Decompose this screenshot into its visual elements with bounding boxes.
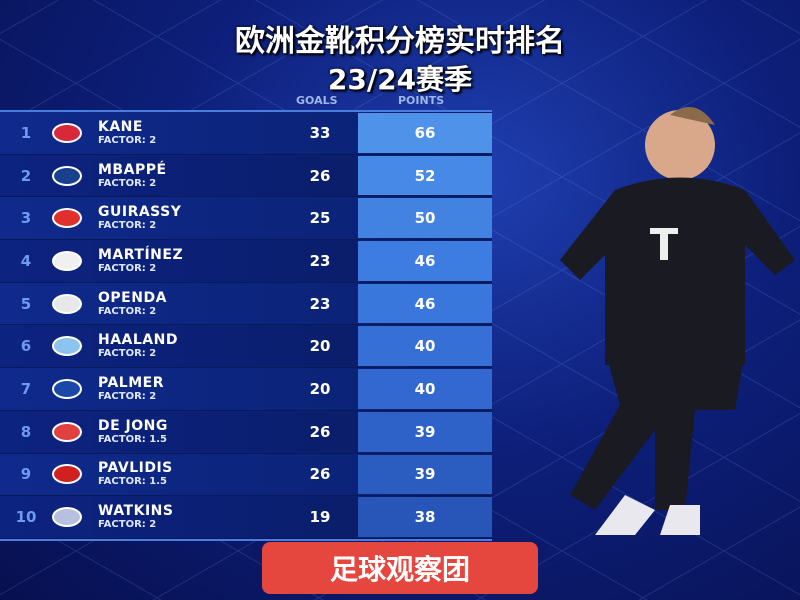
rank: 6 [20,337,32,356]
player-name: PALMER [98,374,165,391]
goals-value: 26 [309,166,331,185]
rank: 4 [20,251,32,270]
player-factor: FACTOR: 2 [98,177,157,189]
rank: 5 [20,294,32,313]
points-value: 46 [358,241,492,281]
rank: 3 [20,209,32,228]
table-row: 4 MARTÍNEZ FACTOR: 2 23 46 [0,240,492,283]
points-value: 52 [358,155,492,196]
player-info: PALMER FACTOR: 2 [98,374,165,402]
player-info: WATKINS FACTOR: 2 [98,503,174,531]
goals-value: 33 [309,123,331,142]
goals-value: 26 [309,465,331,484]
player-name: MARTÍNEZ [98,246,184,263]
player-name: MBAPPÉ [98,161,167,178]
player-name: KANE [98,118,143,135]
points-value: 66 [358,113,492,153]
points-value: 50 [358,198,492,239]
player-name: HAALAND [98,332,178,349]
player-info: KANE FACTOR: 2 [98,118,157,146]
chelsea-logo-icon [52,378,82,399]
table-row: 1 KANE FACTOR: 2 33 66 [0,112,492,155]
rank: 9 [20,465,32,484]
rank: 1 [20,123,32,142]
table-row: 7 PALMER FACTOR: 2 20 40 [0,368,492,411]
table-row: 10 WATKINS FACTOR: 2 19 38 [0,496,492,539]
player-factor: FACTOR: 2 [98,134,157,146]
player-info: GUIRASSY FACTOR: 2 [98,204,182,232]
goals-column-header: GOALS [296,94,338,107]
player-info: OPENDA FACTOR: 2 [98,289,167,317]
season-subtitle: 23/24赛季 [327,63,473,96]
leipzig-logo-icon [52,293,82,314]
player-name: OPENDA [98,289,167,306]
player-info: DE JONG FACTOR: 1.5 [98,417,168,445]
rank: 2 [20,166,32,185]
points-value: 46 [358,283,492,324]
player-factor: FACTOR: 2 [98,262,157,274]
player-image [560,107,795,535]
goals-value: 19 [309,508,331,527]
goals-value: 25 [309,209,331,228]
goals-value: 23 [309,294,331,313]
rank: 10 [15,508,37,527]
player-factor: FACTOR: 1.5 [98,433,167,445]
table-row: 6 HAALAND FACTOR: 2 20 40 [0,325,492,369]
ranking-table: 1 KANE FACTOR: 2 33 66 2 MBAPPÉ FACTOR: 2… [0,110,492,541]
player-info: MARTÍNEZ FACTOR: 2 [98,246,184,274]
player-factor: FACTOR: 2 [98,390,157,402]
player-name: DE JONG [98,417,168,434]
inter-logo-icon [52,250,82,271]
goals-value: 20 [309,379,331,398]
goals-value: 20 [309,337,331,356]
brand-watermark: 足球观察团 [262,542,538,594]
points-value: 40 [358,326,492,367]
man-city-logo-icon [52,336,82,357]
points-column-header: POINTS [398,94,445,107]
page-title: 欧洲金靴积分榜实时排名 [235,24,565,59]
player-info: PAVLIDIS FACTOR: 1.5 [98,460,173,488]
az-logo-icon [52,464,82,485]
player-factor: FACTOR: 2 [98,220,157,232]
stuttgart-logo-icon [52,208,82,229]
player-name: PAVLIDIS [98,460,173,477]
rank: 8 [20,422,32,441]
brand-label: 足球观察团 [329,553,470,586]
player-factor: FACTOR: 1.5 [98,476,167,488]
psg-logo-icon [52,165,82,186]
player-name: WATKINS [98,503,174,520]
table-row: 2 MBAPPÉ FACTOR: 2 26 52 [0,154,492,198]
points-value: 39 [358,411,492,452]
player-info: MBAPPÉ FACTOR: 2 [98,161,167,189]
table-row: 5 OPENDA FACTOR: 2 23 46 [0,282,492,326]
table-row: 3 GUIRASSY FACTOR: 2 25 50 [0,197,492,241]
player-info: HAALAND FACTOR: 2 [98,332,178,360]
goals-value: 26 [309,422,331,441]
points-value: 39 [358,454,492,495]
player-factor: FACTOR: 2 [98,519,157,531]
points-value: 38 [358,497,492,537]
bayern-logo-icon [52,122,82,143]
player-factor: FACTOR: 2 [98,348,157,360]
psv-logo-icon [52,421,82,442]
player-name: GUIRASSY [98,204,182,221]
points-value: 40 [358,369,492,409]
table-row: 8 DE JONG FACTOR: 1.5 26 39 [0,410,492,454]
table-row: 9 PAVLIDIS FACTOR: 1.5 26 39 [0,453,492,497]
aston-villa-logo-icon [52,507,82,528]
player-factor: FACTOR: 2 [98,305,157,317]
goals-value: 23 [309,251,331,270]
rank: 7 [20,379,32,398]
